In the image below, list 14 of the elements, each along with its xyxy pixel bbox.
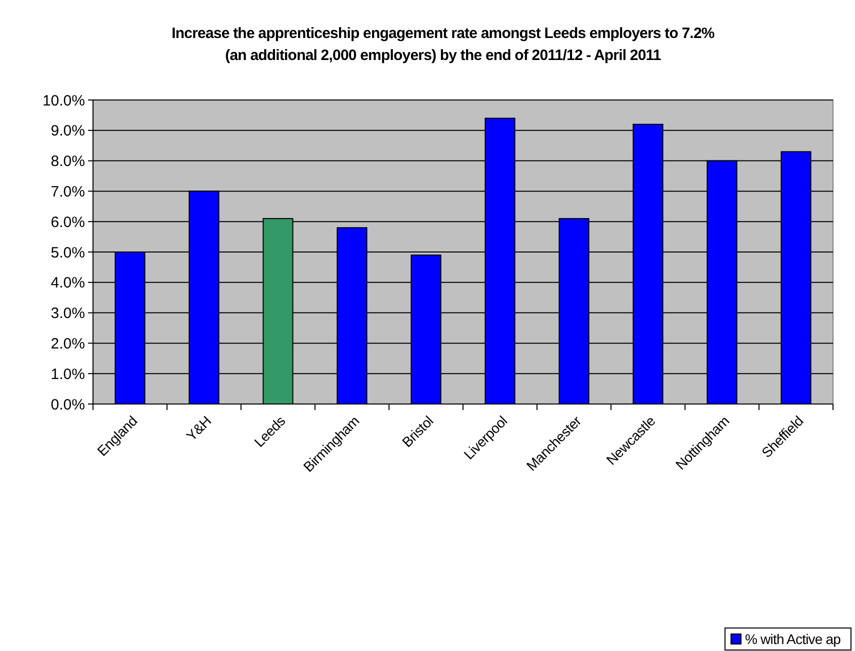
x-tick-label: Y&H [183, 412, 214, 444]
chart-title: Increase the apprenticeship engagement rate amongst Leeds employers to 7.2% (an additional 2,000 employers) by the end of 2011/12 - April 2011 [172, 25, 714, 64]
y-tick-label: 0.0% [50, 396, 85, 414]
y-tick-label: 8.0% [50, 153, 85, 170]
legend-label: % with Active ap [745, 631, 842, 647]
y-tick-label: 9.0% [50, 122, 85, 140]
y-tick-label: 1.0% [50, 366, 85, 383]
y-tick-label: 10.0% [42, 92, 85, 110]
y-tick-label: 4.0% [50, 274, 85, 292]
y-tick-label: 3.0% [50, 305, 85, 322]
y-tick-label: 5.0% [50, 244, 85, 262]
y-tick-label: 6.0% [50, 214, 85, 231]
y-tick-label: 2.0% [50, 335, 85, 352]
y-tick-label: 7.0% [50, 183, 85, 200]
